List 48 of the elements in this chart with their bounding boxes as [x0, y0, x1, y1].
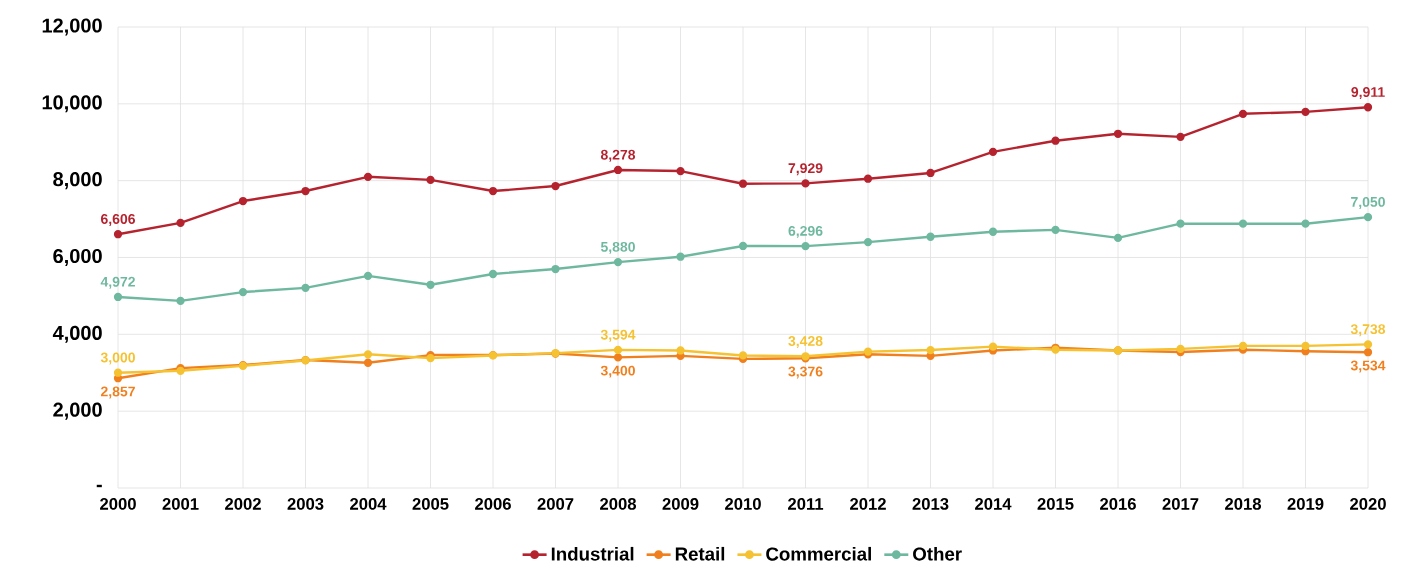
x-tick-label: 2009: [662, 498, 699, 510]
x-tick-label: 2014: [975, 498, 1012, 510]
x-tick-label: 2004: [350, 498, 387, 510]
y-tick-label: 12,000: [42, 18, 102, 36]
y-tick-label: 2,000: [53, 402, 102, 420]
data-label: 2,857: [100, 386, 135, 399]
x-tick-label: 2008: [600, 498, 637, 510]
x-tick-label: 2020: [1350, 498, 1386, 510]
x-tick-label: 2015: [1037, 498, 1074, 510]
data-label: 3,000: [100, 352, 135, 365]
data-label: 3,594: [600, 329, 636, 342]
x-tick-label: 2016: [1100, 498, 1136, 510]
data-label: 5,880: [600, 241, 635, 254]
data-label: 7,929: [788, 163, 823, 176]
y-tick-label: 6,000: [53, 248, 102, 267]
x-tick-label: 2019: [1287, 498, 1324, 510]
legend-label: Industrial: [551, 546, 634, 561]
data-label: 3,428: [788, 336, 823, 349]
data-label: 3,376: [788, 366, 823, 379]
data-label: 8,278: [600, 149, 636, 162]
legend-label: Retail: [675, 546, 725, 561]
x-tick-label: 2005: [412, 498, 449, 510]
y-tick-label: 8,000: [53, 172, 102, 190]
x-tick-label: 2003: [287, 498, 324, 510]
x-tick-label: 2006: [475, 498, 511, 510]
x-tick-label: 2012: [850, 498, 886, 510]
legend-label: Other: [913, 546, 962, 561]
x-tick-label: 2018: [1225, 498, 1262, 510]
data-label: 7,050: [1351, 196, 1385, 209]
x-tick-label: 2001: [162, 498, 199, 510]
data-label: 3,738: [1350, 324, 1386, 337]
data-label: 3,400: [600, 365, 635, 378]
x-tick-label: 2007: [537, 498, 574, 510]
x-tick-label: 2002: [225, 498, 261, 510]
y-tick-label: 4,000: [52, 325, 102, 343]
y-tick-label: -: [96, 484, 102, 488]
x-tick-label: 2013: [912, 498, 949, 510]
y-tick-label: 10,000: [42, 95, 102, 113]
x-tick-label: 2010: [725, 498, 761, 510]
x-tick-label: 2000: [100, 498, 136, 510]
x-tick-label: 2017: [1162, 498, 1199, 510]
x-tick-label: 2011: [788, 498, 824, 510]
data-label: 6,296: [788, 225, 823, 238]
legend-label: Commercial: [766, 546, 871, 561]
data-label: 6,606: [101, 214, 136, 226]
data-label: 3,534: [1350, 360, 1386, 373]
data-label: 9,911: [1351, 87, 1385, 99]
data-label: 4,972: [100, 276, 135, 289]
